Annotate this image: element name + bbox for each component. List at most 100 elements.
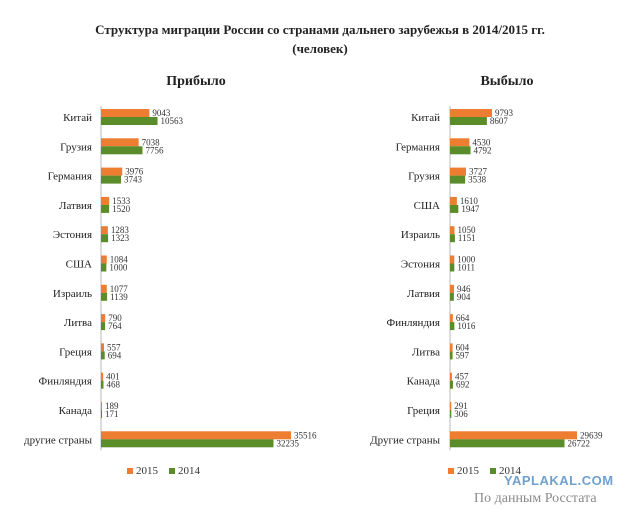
departed-value-label-2014: 1016 [457, 321, 476, 331]
arrived-value-label-2015: 189 [105, 401, 119, 411]
source-note: По данным Росстата [474, 491, 597, 506]
departed-value-label-2015: 664 [456, 313, 470, 323]
departed-bar-2015 [450, 372, 452, 381]
departed-value-label-2015: 1000 [457, 255, 476, 265]
departed-category-label: Китай [411, 112, 440, 124]
arrived-value-label-2014: 468 [107, 380, 121, 390]
departed-value-label-2015: 4530 [472, 137, 491, 147]
arrived-bar-2015 [101, 196, 110, 205]
chart-title: Структура миграции России со странами да… [0, 20, 640, 58]
departed-value-label-2015: 3727 [469, 167, 488, 177]
arrived-bar-2014 [101, 410, 102, 418]
departed-category-label: Латвия [407, 288, 440, 300]
arrived-panel-title: Прибыло [166, 74, 226, 89]
arrived-bar-2014 [101, 380, 104, 389]
arrived-bar-2015 [101, 284, 107, 293]
departed-bar-2015 [450, 343, 453, 352]
arrived-value-label-2014: 1520 [112, 204, 131, 214]
departed-value-label-2015: 291 [454, 401, 468, 411]
arrived-bar-2015 [101, 138, 139, 147]
arrived-value-label-2015: 790 [108, 313, 122, 323]
departed-bar-2015 [450, 314, 453, 323]
arrived-value-label-2015: 9043 [152, 108, 171, 118]
departed-bar-2015 [450, 226, 455, 235]
arrived-value-label-2014: 1139 [110, 292, 128, 302]
watermark: YAPLAKAL.COM [504, 473, 614, 488]
departed-bar-2014 [450, 263, 455, 272]
departed-value-label-2014: 8607 [490, 116, 509, 126]
departed-value-label-2014: 26722 [568, 438, 591, 448]
arrived-bar-2014 [101, 322, 106, 331]
arrived-value-label-2014: 1323 [111, 233, 130, 243]
departed-value-label-2014: 1011 [457, 263, 475, 273]
arrived-category-label: другие страны [24, 434, 93, 446]
departed-category-label: Германия [396, 141, 440, 153]
arrived-bar-2015 [101, 314, 106, 323]
departed-legend-swatch-2014 [490, 468, 496, 474]
arrived-value-label-2015: 3976 [125, 167, 144, 177]
departed-bar-2014 [450, 175, 466, 184]
arrived-category-label: Эстония [53, 229, 92, 241]
arrived-category-label: Германия [48, 171, 92, 183]
chart-title-line1: Структура миграции России со странами да… [95, 22, 545, 37]
arrived-category-label: Грузия [60, 141, 92, 153]
arrived-bar-2014 [101, 234, 109, 243]
arrived-category-label: Греция [59, 346, 92, 358]
arrived-value-label-2014: 7756 [145, 145, 164, 155]
departed-value-label-2015: 1610 [460, 196, 479, 206]
arrived-value-label-2015: 557 [107, 342, 121, 352]
departed-bar-2015 [450, 284, 455, 293]
departed-bar-2014 [450, 146, 471, 155]
departed-category-label: Грузия [408, 171, 440, 183]
departed-bar-2014 [450, 380, 453, 389]
arrived-value-label-2014: 1000 [109, 263, 128, 273]
departed-category-label: Израиль [401, 229, 440, 241]
departed-panel-title: Выбыло [480, 74, 533, 89]
departed-value-label-2014: 3538 [468, 175, 487, 185]
departed-value-label-2014: 904 [457, 292, 471, 302]
arrived-bar-2015 [101, 167, 123, 176]
arrived-bar-2015 [101, 431, 291, 440]
departed-bar-2014 [450, 322, 455, 331]
arrived-category-label: Канада [59, 405, 92, 417]
departed-bar-2015 [450, 255, 455, 264]
departed-value-label-2014: 597 [456, 350, 470, 360]
arrived-legend-label-2014: 2014 [178, 465, 201, 477]
departed-value-label-2014: 4792 [474, 145, 492, 155]
departed-value-label-2015: 604 [456, 342, 470, 352]
arrived-category-label: США [66, 259, 92, 271]
arrived-bar-2014 [101, 175, 122, 184]
departed-category-label: Финляндия [387, 317, 440, 329]
arrived-bar-2014 [101, 439, 274, 448]
arrived-legend-label-2015: 2015 [136, 465, 159, 477]
arrived-value-label-2014: 10563 [161, 116, 184, 126]
arrived-value-label-2015: 1084 [110, 255, 128, 265]
departed-bar-2014 [450, 117, 487, 125]
departed-value-label-2014: 692 [456, 380, 470, 390]
arrived-bar-2014 [101, 292, 108, 301]
departed-bar-2015 [450, 402, 452, 410]
departed-value-label-2015: 457 [455, 372, 469, 382]
arrived-value-label-2014: 764 [108, 321, 122, 331]
arrived-value-label-2014: 32235 [276, 438, 299, 448]
arrived-bar-2015 [101, 109, 150, 117]
arrived-value-label-2015: 1533 [112, 196, 131, 206]
departed-value-label-2015: 1050 [457, 225, 476, 235]
departed-bar-2014 [450, 351, 453, 360]
arrived-value-label-2015: 7038 [142, 137, 161, 147]
departed-bar-2014 [450, 292, 454, 301]
departed-category-label: Литва [412, 346, 440, 358]
arrived-value-label-2015: 35516 [294, 430, 317, 440]
departed-value-label-2015: 29639 [580, 430, 603, 440]
arrived-bar-2015 [101, 226, 108, 235]
arrived-bar-2014 [101, 351, 105, 360]
departed-bar-2015 [450, 196, 457, 205]
arrived-bar-2014 [101, 146, 143, 155]
departed-bar-2015 [450, 109, 492, 117]
departed-bar-2014 [450, 410, 452, 418]
arrived-value-label-2015: 1283 [111, 225, 130, 235]
departed-category-label: Другие страны [370, 434, 440, 446]
departed-category-label: Канада [407, 376, 440, 388]
departed-value-label-2014: 1947 [461, 204, 480, 214]
